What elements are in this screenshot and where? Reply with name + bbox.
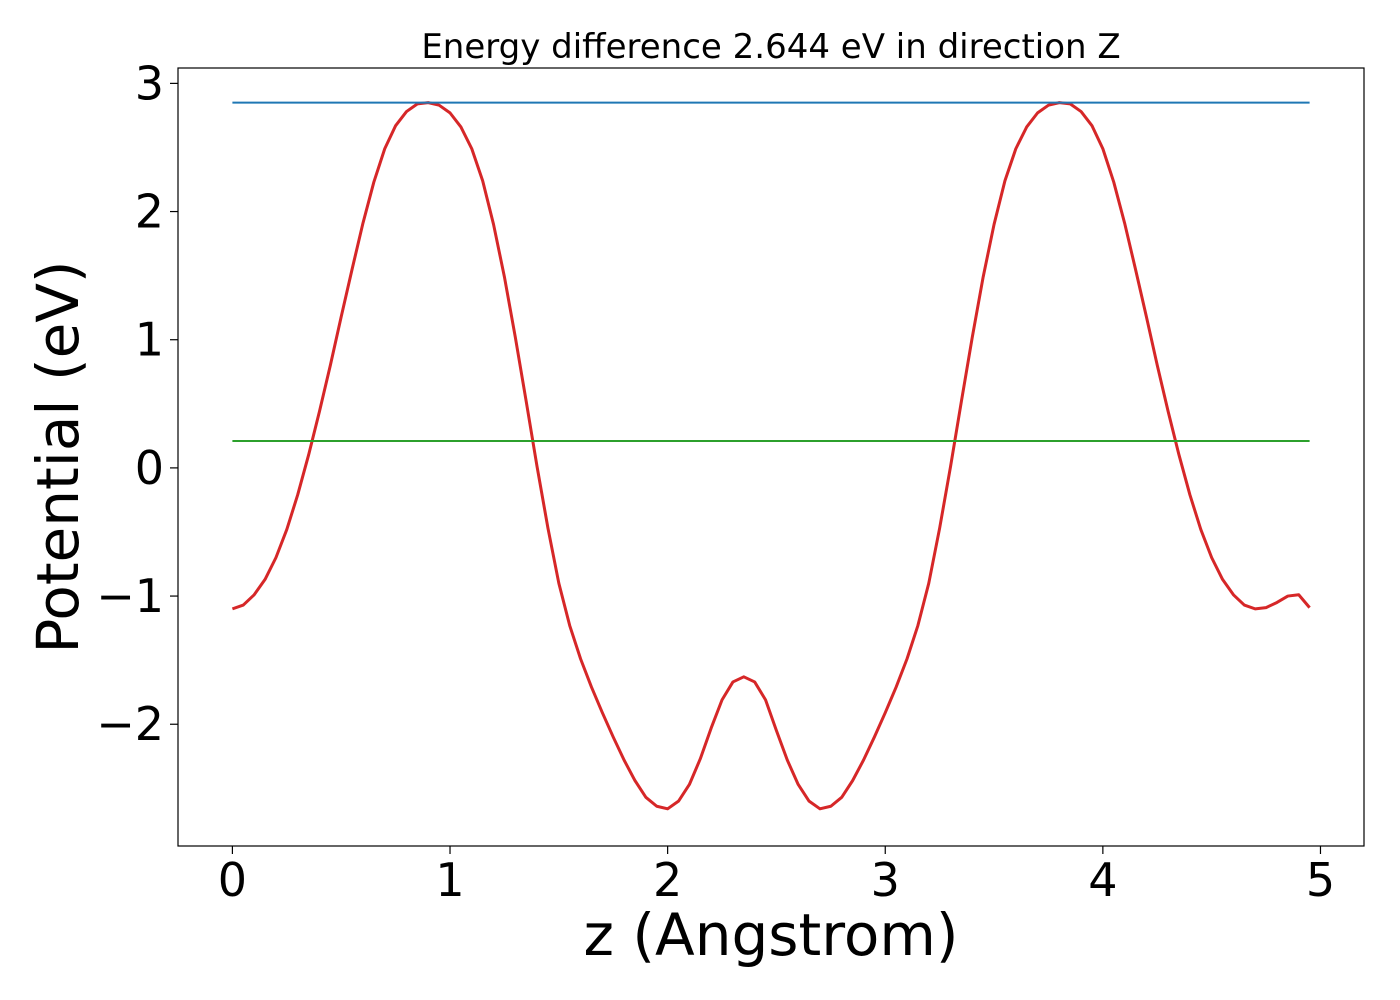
plot-area: 0 1 2 3 4 5 −2 −1 0 1 2 3	[96, 56, 1365, 907]
y-tick-label: 3	[135, 56, 164, 110]
x-tick-label: 3	[871, 853, 900, 907]
x-axis-label: z (Angstrom)	[584, 901, 959, 969]
y-tick-label: −1	[96, 569, 164, 623]
y-tick-label: −2	[96, 697, 164, 751]
x-tick-label: 0	[218, 853, 247, 907]
y-tick-label: 2	[135, 185, 164, 239]
axes-frame	[177, 67, 1365, 847]
x-tick-label: 4	[1088, 853, 1117, 907]
x-tick-label: 2	[653, 853, 682, 907]
x-tick-label: 5	[1306, 853, 1335, 907]
series-line-0	[231, 101, 1311, 811]
y-tick-label: 0	[135, 441, 164, 495]
y-tick-label: 1	[135, 313, 164, 367]
x-tick-label: 1	[435, 853, 464, 907]
y-axis-label: Potential (eV)	[24, 260, 92, 653]
chart-title: Energy difference 2.644 eV in direction …	[421, 27, 1120, 67]
